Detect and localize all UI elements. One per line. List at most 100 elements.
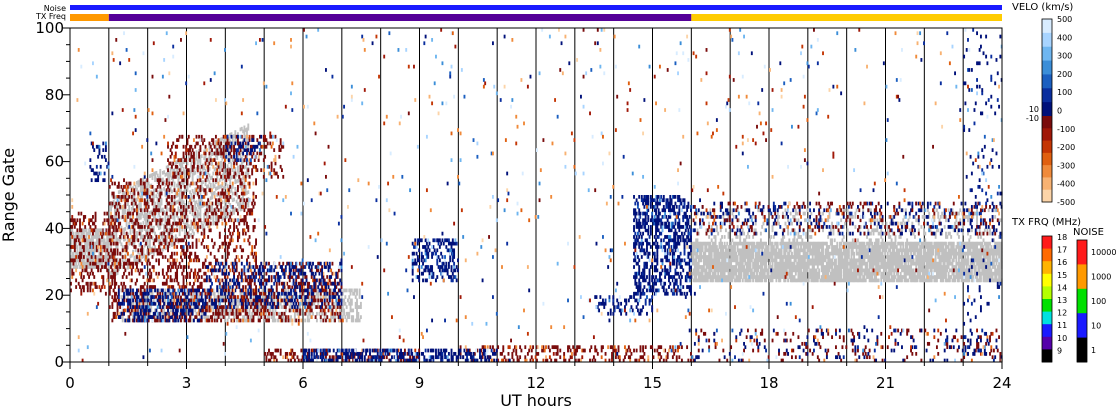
ground-scatter-cell	[203, 291, 206, 296]
ground-scatter-cell	[731, 245, 734, 249]
ground-scatter-cell	[736, 268, 739, 273]
ground-scatter-cell	[748, 218, 751, 223]
ground-scatter-cell	[727, 261, 730, 266]
ground-scatter-cell	[737, 271, 740, 276]
ground-scatter-cell	[132, 199, 135, 204]
ground-scatter-cell	[234, 150, 237, 154]
ground-scatter-cell	[728, 275, 731, 279]
ground-scatter-cell	[973, 265, 976, 269]
ground-scatter-cell	[969, 251, 972, 256]
ground-scatter-cell	[864, 265, 867, 269]
ground-scatter-cell	[243, 205, 246, 210]
ground-scatter-cell	[891, 255, 894, 259]
ground-scatter-cell	[859, 241, 862, 246]
ground-scatter-cell	[284, 308, 287, 313]
ground-scatter-cell	[705, 261, 708, 266]
ground-scatter-cell	[717, 278, 720, 283]
ground-scatter-cell	[933, 241, 936, 246]
ground-scatter-cell	[954, 255, 956, 259]
ground-scatter-cell	[227, 305, 230, 309]
ground-scatter-cell	[985, 248, 988, 253]
ground-scatter-cell	[912, 248, 915, 253]
ground-scatter-cell	[829, 265, 832, 269]
ground-scatter-cell	[704, 251, 707, 256]
ground-scatter-cell	[208, 146, 211, 151]
ground-scatter-cell	[987, 255, 990, 259]
ground-scatter-cell	[721, 248, 723, 253]
ground-scatter-cell	[929, 275, 932, 279]
ground-scatter-cell	[235, 172, 238, 177]
ground-scatter-cell	[991, 278, 994, 283]
ground-scatter-cell	[199, 205, 202, 209]
ground-scatter-cell	[763, 258, 766, 263]
ground-scatter-cell	[791, 275, 793, 279]
ground-scatter-cell	[890, 278, 893, 283]
ground-scatter-cell	[156, 237, 159, 241]
ground-scatter-cell	[893, 248, 896, 253]
ground-scatter-cell	[915, 248, 918, 253]
ground-scatter-cell	[923, 248, 925, 253]
ground-scatter-cell	[902, 255, 905, 259]
ground-scatter-cell	[784, 251, 787, 256]
ground-scatter-cell	[167, 178, 169, 183]
ground-scatter-cell	[840, 218, 843, 223]
ground-scatter-cell	[837, 261, 840, 266]
ground-scatter-cell	[926, 255, 929, 259]
ground-scatter-cell	[697, 231, 700, 236]
ground-scatter-cell	[794, 208, 797, 213]
ground-scatter-cell	[796, 278, 799, 283]
ground-scatter-cell	[728, 265, 731, 269]
ground-scatter-cell	[220, 308, 223, 313]
ground-scatter-cell	[775, 278, 778, 283]
ground-scatter-cell	[999, 251, 1002, 256]
ground-scatter-cell	[204, 288, 207, 293]
ground-scatter-cell	[314, 295, 317, 299]
ground-scatter-cell	[340, 288, 343, 293]
ground-scatter-cell	[970, 268, 973, 273]
ground-scatter-cell	[796, 241, 799, 246]
ground-scatter-cell	[138, 223, 141, 227]
ground-scatter-cell	[745, 255, 748, 259]
ground-scatter-cell	[205, 205, 208, 209]
ground-scatter-cell	[796, 238, 799, 243]
ground-scatter-cell	[935, 278, 938, 283]
ground-scatter-cell	[126, 202, 129, 207]
ground-scatter-cell	[873, 245, 876, 249]
ground-scatter-cell	[93, 251, 96, 256]
ground-scatter-cell	[265, 291, 268, 296]
ground-scatter-cell	[746, 258, 749, 263]
ground-scatter-cell	[920, 255, 923, 259]
ground-scatter-cell	[921, 275, 924, 279]
ground-scatter-cell	[780, 255, 783, 259]
ground-scatter-cell	[340, 311, 343, 316]
ground-scatter-cell	[202, 203, 204, 208]
ground-scatter-cell	[926, 268, 929, 273]
ground-scatter-cell	[748, 268, 751, 273]
ground-scatter-cell	[789, 241, 792, 246]
ground-scatter-cell	[224, 178, 226, 183]
ground-scatter-cell	[727, 278, 730, 283]
ground-scatter-cell	[102, 248, 105, 253]
ground-scatter-cell	[775, 241, 778, 246]
ground-scatter-cell	[902, 245, 905, 249]
ground-scatter-cell	[76, 231, 79, 236]
ground-scatter-cell	[244, 191, 247, 196]
ground-scatter-cell	[186, 205, 189, 209]
ground-scatter-cell	[964, 245, 967, 249]
ground-scatter-cell	[721, 261, 723, 266]
ground-scatter-cell	[763, 271, 766, 276]
ground-scatter-cell	[879, 251, 881, 256]
ground-scatter-cell	[222, 169, 225, 174]
ground-scatter-cell	[873, 241, 876, 246]
ground-scatter-cell	[814, 255, 817, 259]
ground-scatter-cell	[923, 241, 925, 246]
ground-scatter-cell	[960, 245, 963, 249]
ground-scatter-cell	[955, 248, 958, 253]
ground-scatter-cell	[992, 265, 995, 269]
ground-scatter-cell	[775, 248, 778, 253]
ground-scatter-cell	[952, 258, 955, 263]
ground-scatter-cell	[935, 271, 938, 276]
ground-scatter-cell	[160, 235, 163, 239]
ground-scatter-cell	[718, 241, 721, 246]
ground-scatter-cell	[693, 268, 696, 273]
